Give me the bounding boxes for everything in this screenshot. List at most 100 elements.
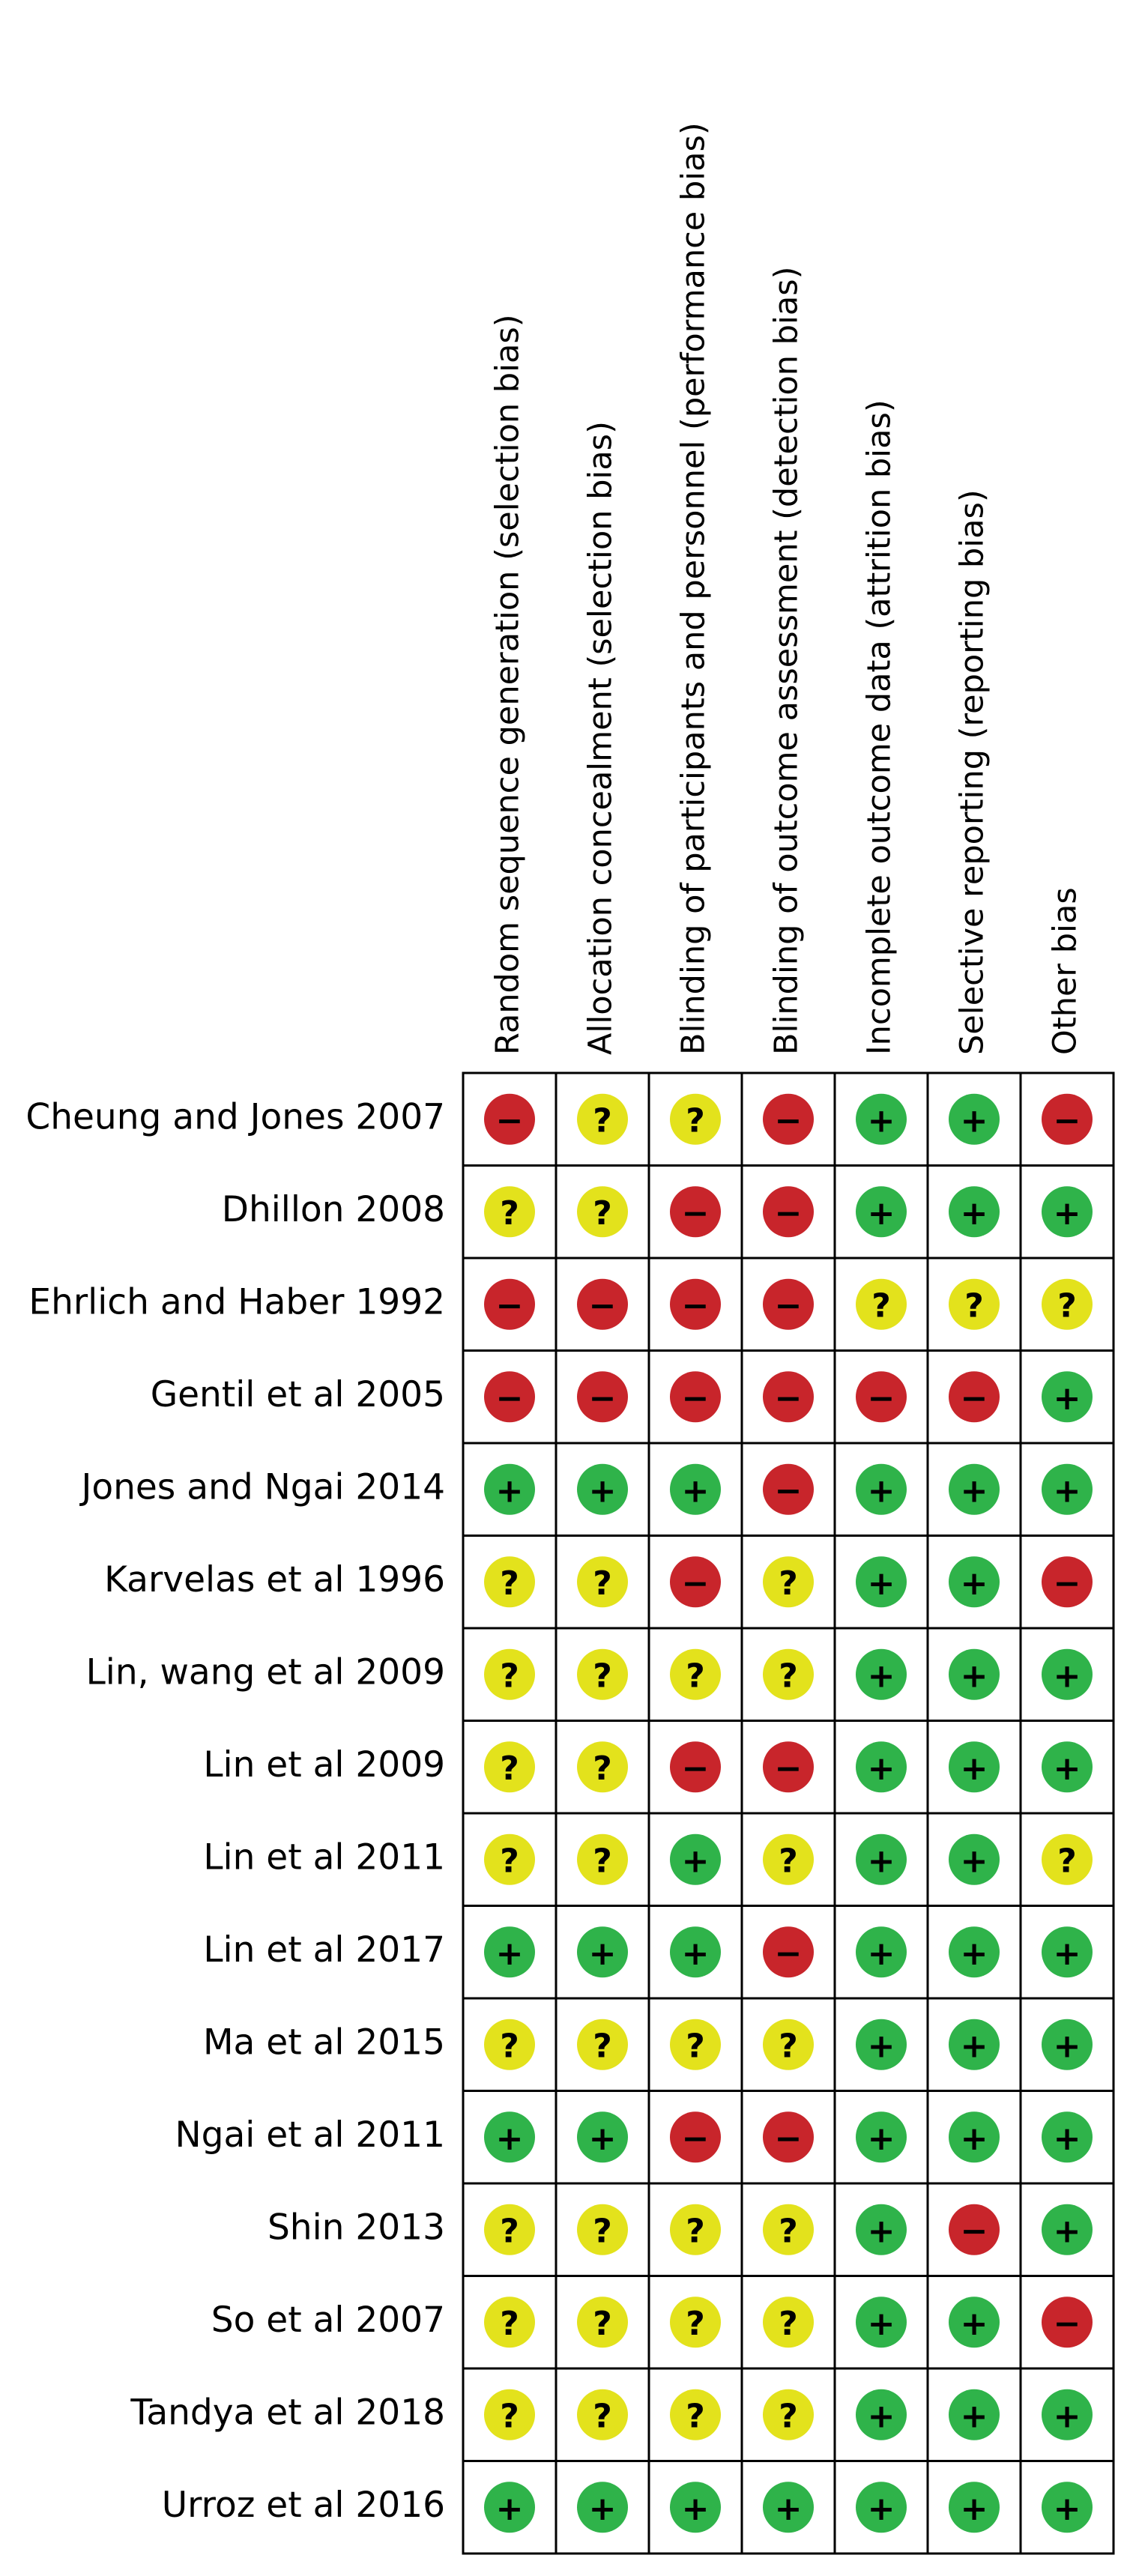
judgment-circle — [949, 1371, 1000, 1423]
judgment-circle — [856, 1556, 907, 1608]
judgment-symbol: + — [496, 1935, 524, 1973]
judgment-symbol: ? — [593, 1842, 612, 1880]
judgment-symbol: ? — [779, 2305, 798, 2343]
judgment-circle — [1042, 1093, 1093, 1145]
study-label: Gentil et al 2005 — [151, 1374, 445, 1415]
judgment-symbol: + — [868, 2305, 895, 2343]
judgment-circle — [670, 2297, 721, 2348]
judgment-circle — [763, 1463, 814, 1515]
judgment-circle — [577, 1278, 628, 1330]
judgment-circle — [1042, 1556, 1093, 1608]
judgment-circle — [1042, 1926, 1093, 1978]
judgment-circle — [1042, 1648, 1093, 1700]
study-label: Ehrlich and Haber 1992 — [28, 1281, 445, 1322]
judgment-symbol: + — [961, 1472, 988, 1510]
judgment-circle — [949, 2204, 1000, 2255]
judgment-symbol: ? — [593, 1657, 612, 1695]
judgment-circle — [670, 1186, 721, 1238]
judgment-symbol: ? — [686, 2305, 705, 2343]
judgment-circle — [763, 1926, 814, 1978]
judgment-symbol: − — [775, 1101, 803, 1140]
judgment-circle — [949, 1556, 1000, 1608]
judgment-circle — [1042, 1186, 1093, 1238]
judgment-circle — [763, 1741, 814, 1793]
judgment-symbol: ? — [686, 1657, 705, 1695]
column-header: Blinding of outcome assessment (detectio… — [768, 267, 806, 1055]
study-label: Karvelas et al 1996 — [104, 1559, 445, 1600]
judgment-symbol: − — [682, 1194, 710, 1233]
judgment-circle — [577, 2111, 628, 2163]
judgment-symbol: ? — [500, 2212, 519, 2250]
judgment-symbol: ? — [500, 1194, 519, 1233]
judgment-symbol: + — [868, 2212, 895, 2250]
judgment-symbol: − — [775, 1379, 803, 1418]
judgment-circle — [763, 1278, 814, 1330]
judgment-symbol: ? — [500, 1750, 519, 1788]
judgment-circle — [1042, 1371, 1093, 1423]
judgment-symbol: + — [589, 2490, 617, 2528]
judgment-symbol: + — [1054, 1657, 1081, 1695]
judgment-symbol: − — [1054, 2305, 1081, 2343]
judgment-circle — [670, 2204, 721, 2255]
judgment-circle — [1042, 1741, 1093, 1793]
judgment-symbol: ? — [779, 1657, 798, 1695]
judgment-circle — [763, 2204, 814, 2255]
judgment-symbol: ? — [593, 1101, 612, 1140]
judgment-symbol: + — [1054, 1935, 1081, 1973]
judgment-symbol: + — [961, 1101, 988, 1140]
judgment-circle — [856, 1186, 907, 1238]
judgment-symbol: + — [682, 1472, 710, 1510]
judgment-circle — [484, 2297, 535, 2348]
judgment-symbol: + — [496, 2120, 524, 2158]
judgment-symbol: + — [961, 2120, 988, 2158]
judgment-symbol: + — [868, 1194, 895, 1233]
judgment-symbol: + — [1054, 1194, 1081, 1233]
judgment-symbol: + — [589, 1472, 617, 1510]
judgment-circle — [949, 2297, 1000, 2348]
judgment-symbol: + — [589, 1935, 617, 1973]
judgment-circle — [763, 2019, 814, 2070]
judgment-circle — [949, 1833, 1000, 1885]
judgment-circle — [763, 1556, 814, 1608]
judgment-circle — [763, 2297, 814, 2348]
study-label: So et al 2007 — [211, 2300, 445, 2341]
judgment-symbol: ? — [779, 1564, 798, 1603]
judgment-symbol: + — [682, 2490, 710, 2528]
judgment-symbol: − — [682, 1750, 710, 1788]
judgment-circle — [484, 1463, 535, 1515]
judgment-circle — [1042, 1278, 1093, 1330]
judgment-circle — [856, 1093, 907, 1145]
judgment-circle — [484, 2111, 535, 2163]
judgment-circle — [484, 1926, 535, 1978]
judgment-symbol: ? — [500, 2027, 519, 2065]
judgment-symbol: + — [868, 2490, 895, 2528]
judgment-circle — [1042, 2019, 1093, 2070]
judgment-symbol: + — [682, 1935, 710, 1973]
study-label: Dhillon 2008 — [222, 1189, 445, 1230]
study-label: Shin 2013 — [268, 2207, 445, 2248]
judgment-circle — [577, 1741, 628, 1793]
judgment-circle — [484, 1093, 535, 1145]
judgment-circle — [949, 1463, 1000, 1515]
judgment-symbol: − — [682, 1564, 710, 1603]
cell — [1019, 2460, 1115, 2555]
study-label: Lin, wang et al 2009 — [86, 1651, 445, 1693]
judgment-circle — [577, 1833, 628, 1885]
judgment-circle — [856, 2389, 907, 2440]
judgment-symbol: + — [868, 1842, 895, 1880]
judgment-circle — [1042, 1833, 1093, 1885]
judgment-circle — [670, 1926, 721, 1978]
judgment-circle — [484, 1186, 535, 1238]
judgment-circle — [577, 1186, 628, 1238]
judgment-symbol: + — [961, 2490, 988, 2528]
judgment-circle — [484, 1833, 535, 1885]
judgment-circle — [949, 2482, 1000, 2533]
judgment-symbol: ? — [500, 1657, 519, 1695]
judgment-symbol: + — [868, 1101, 895, 1140]
judgment-circle — [763, 1833, 814, 1885]
judgment-circle — [484, 2019, 535, 2070]
judgment-symbol: ? — [779, 1842, 798, 1880]
judgment-circle — [577, 1093, 628, 1145]
judgment-symbol: ? — [593, 2212, 612, 2250]
